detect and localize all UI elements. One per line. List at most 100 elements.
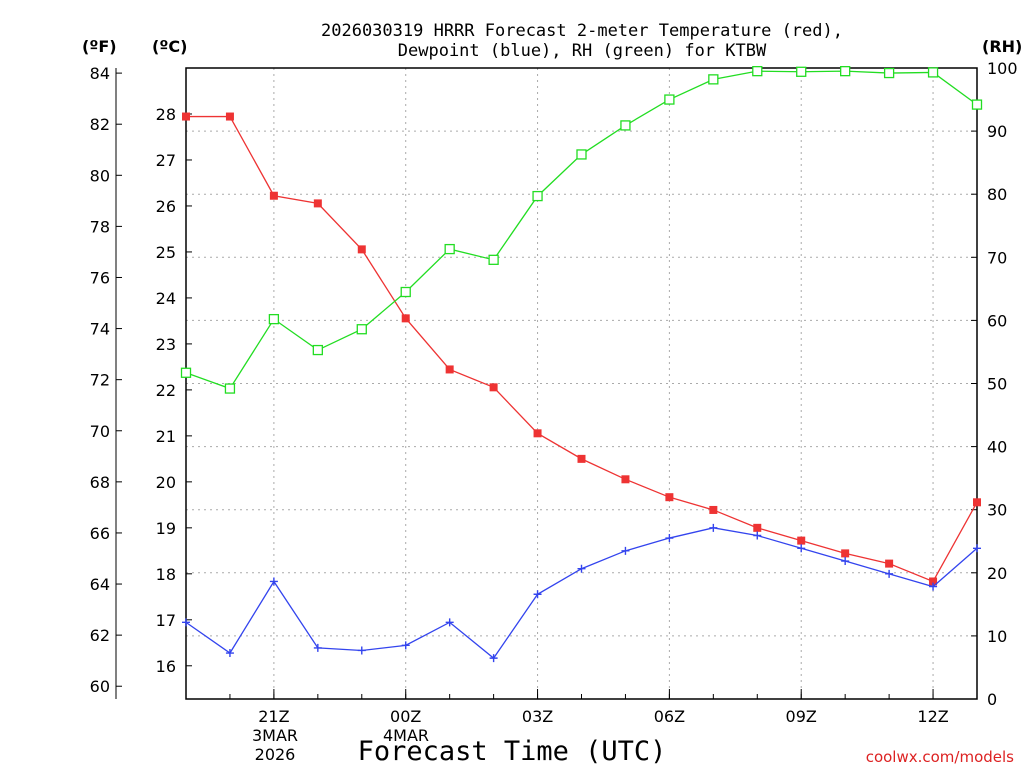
fahrenheit-tick-label: 70 <box>90 422 110 441</box>
temperature-point <box>533 429 542 438</box>
fahrenheit-tick-label: 62 <box>90 626 110 645</box>
watermark: coolwx.com/models <box>866 748 1014 766</box>
dewpoint-point <box>445 618 454 627</box>
fahrenheit-tick-label: 66 <box>90 524 110 543</box>
dewpoint-point <box>269 577 278 586</box>
rh-tick-label: 10 <box>987 627 1007 646</box>
rh-point <box>576 149 587 160</box>
temperature-point <box>885 559 894 568</box>
fahrenheit-tick-label: 72 <box>90 371 110 390</box>
plot-layer: 60 62 64 66 68 70 72 74 76 78 80 82 84 16 17 18 19 20 21 22… <box>90 59 1018 726</box>
dewpoint-point <box>225 649 234 658</box>
rh-tick-label: 80 <box>987 185 1007 204</box>
celsius-tick-label: 17 <box>156 611 176 630</box>
rh-point <box>356 324 367 335</box>
temperature-point <box>225 112 234 121</box>
temperature-point <box>929 577 938 586</box>
temperature-point <box>269 191 278 200</box>
rh-point <box>268 313 280 325</box>
x-date-label-year: 2026 <box>255 745 296 764</box>
dewpoint-point <box>797 544 806 553</box>
temperature-point <box>973 498 981 507</box>
fahrenheit-tick-label: 60 <box>90 677 110 696</box>
dewpoint-point <box>973 544 981 553</box>
rh-unit-label: (RH) <box>982 37 1022 56</box>
temperature-point <box>357 245 366 254</box>
x-tick-label: 21Z <box>258 707 289 726</box>
rh-tick-label: 20 <box>987 564 1007 583</box>
rh-point <box>224 383 236 394</box>
dewpoint-point <box>313 643 322 652</box>
rh-point <box>444 243 455 255</box>
celsius-tick-label: 21 <box>156 427 176 446</box>
x-tick-label: 09Z <box>786 707 817 726</box>
rh-point <box>532 190 543 202</box>
celsius-tick-label: 24 <box>156 289 176 308</box>
celsius-tick-label: 18 <box>156 565 176 584</box>
celsius-tick-label: 23 <box>156 335 176 354</box>
dewpoint-point <box>885 569 894 578</box>
dewpoint-point <box>533 590 542 599</box>
dewpoint-point <box>357 646 366 655</box>
rh-series-line <box>185 70 978 390</box>
rh-tick-label: 60 <box>987 311 1007 330</box>
fahrenheit-unit-label: (ºF) <box>82 37 117 56</box>
temperature-point <box>621 475 630 484</box>
temperature-point <box>841 549 850 558</box>
rh-tick-label: 90 <box>987 122 1007 141</box>
temperature-point <box>313 199 322 208</box>
rh-tick-label: 70 <box>987 248 1007 267</box>
dewpoint-point <box>665 534 674 543</box>
fahrenheit-tick-label: 84 <box>90 64 110 83</box>
rh-point <box>927 67 939 78</box>
chart-title-line1: 2026030319 HRRR Forecast 2-meter Tempera… <box>321 21 843 41</box>
celsius-tick-label: 27 <box>156 151 176 170</box>
rh-point <box>971 99 983 110</box>
dewpoint-point <box>929 582 938 591</box>
rh-tick-label: 30 <box>987 501 1007 520</box>
x-axis-title: Forecast Time (UTC) <box>358 736 667 767</box>
dewpoint-point <box>489 654 498 663</box>
fahrenheit-tick-label: 76 <box>90 268 110 287</box>
temperature-point <box>445 365 454 374</box>
dewpoint-point <box>841 557 850 566</box>
celsius-tick-label: 25 <box>156 243 176 262</box>
x-tick-label: 03Z <box>522 707 553 726</box>
celsius-tick-label: 19 <box>156 519 176 538</box>
x-date-label-day-2: 4MAR <box>383 726 429 745</box>
rh-point <box>488 254 499 265</box>
x-tick-label: 12Z <box>917 707 948 726</box>
chart-title-line2: Dewpoint (blue), RH (green) for KTBW <box>398 41 767 61</box>
fahrenheit-tick-label: 74 <box>90 320 110 339</box>
dewpoint-point <box>401 641 410 650</box>
temperature-series-line <box>186 115 978 583</box>
rh-point <box>752 66 763 77</box>
temperature-point <box>489 383 498 392</box>
celsius-tick-label: 16 <box>156 657 176 676</box>
temperature-point <box>577 454 586 463</box>
temperature-point <box>665 493 674 502</box>
temperature-point <box>709 505 718 514</box>
rh-point <box>664 94 675 105</box>
temperature-point <box>182 112 190 121</box>
temperature-point <box>753 523 762 532</box>
rh-tick-label: 100 <box>987 59 1018 78</box>
celsius-unit-label: (ºC) <box>152 37 187 56</box>
dewpoint-point <box>621 546 630 555</box>
rh-point <box>840 66 851 77</box>
dewpoint-point <box>753 531 762 540</box>
celsius-tick-label: 20 <box>156 473 176 492</box>
fahrenheit-tick-label: 78 <box>90 217 110 236</box>
rh-point <box>796 66 807 77</box>
fahrenheit-tick-label: 64 <box>90 575 110 594</box>
temperature-point <box>797 536 806 545</box>
dewpoint-point <box>577 564 586 573</box>
fahrenheit-tick-label: 82 <box>90 115 110 134</box>
temperature-point <box>401 314 410 323</box>
celsius-tick-label: 28 <box>156 105 176 124</box>
dewpoint-point <box>182 618 190 627</box>
x-tick-label: 00Z <box>390 707 421 726</box>
x-tick-label: 06Z <box>654 707 685 726</box>
fahrenheit-tick-label: 68 <box>90 473 110 492</box>
